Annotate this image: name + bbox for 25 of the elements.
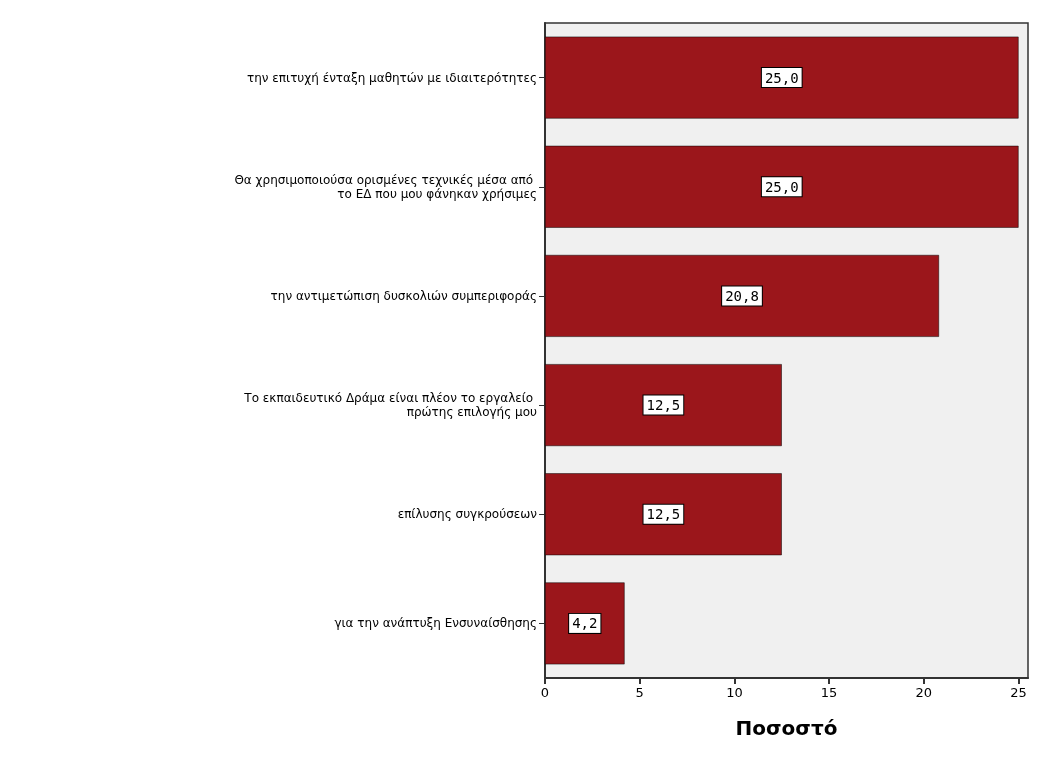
y-tick-label: την αντιμετώπιση δυσκολιών συμπεριφοράς (270, 288, 537, 303)
y-tick-label: Το εκπαιδευτικό Δράμα είναι πλέον το εργαλείο πρώτης επιλογής μου (243, 391, 538, 420)
bar (545, 473, 782, 556)
data-label: 25,0 (764, 178, 799, 195)
y-tick-label: Θα χρησιμοποιούσα ορισμένες τεχνικές μέσα από το ΕΔ που μου φάνηκαν χρήσιμες (234, 172, 537, 201)
x-tick-label: 20 (915, 685, 933, 700)
y-tick-label: για την ανάπτυξη Ενσυναίσθησης (334, 616, 537, 631)
y-tick-label: την επιτυχή ένταξη μαθητών με ιδιαιτερότητες (247, 70, 537, 85)
y-tick-label: επίλυσης συγκρούσεων (397, 507, 538, 522)
data-label: 12,5 (646, 506, 681, 523)
data-label: 4,2 (572, 615, 598, 632)
bar (545, 254, 939, 337)
x-axis-title: Ποσοστό (735, 716, 838, 740)
bar (545, 145, 1019, 228)
data-label: 12,5 (646, 397, 681, 414)
data-label: 25,0 (764, 69, 799, 86)
x-tick-label: 0 (540, 685, 550, 700)
bar (545, 36, 1019, 119)
x-tick-label: 25 (1010, 685, 1027, 700)
x-tick-label: 5 (635, 685, 644, 700)
x-tick-label: 15 (820, 685, 838, 700)
data-label: 20,8 (725, 287, 759, 304)
bar (545, 582, 625, 665)
bar (545, 364, 782, 447)
x-tick-label: 10 (726, 685, 743, 700)
